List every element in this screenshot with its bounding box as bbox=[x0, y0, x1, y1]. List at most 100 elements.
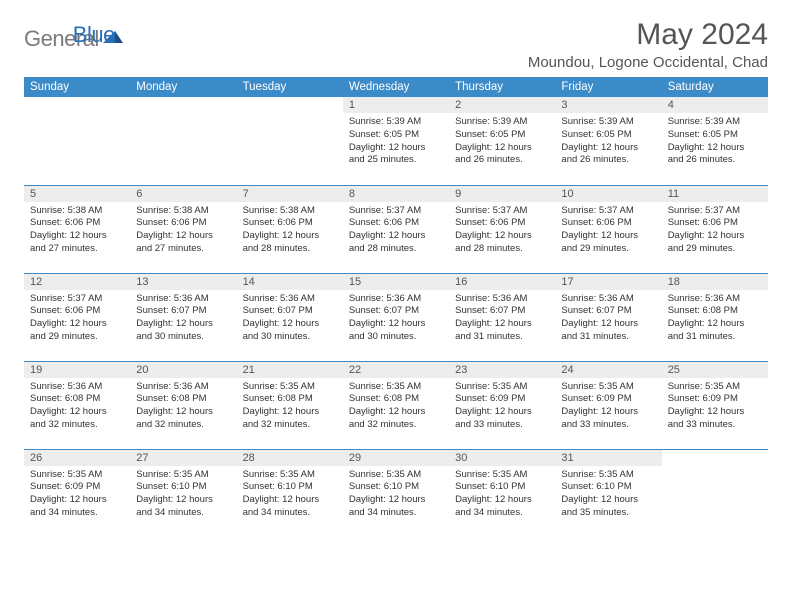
calendar-day-cell: 13Sunrise: 5:36 AMSunset: 6:07 PMDayligh… bbox=[130, 273, 236, 361]
calendar-day-cell: 7Sunrise: 5:38 AMSunset: 6:06 PMDaylight… bbox=[237, 185, 343, 273]
day-number: 27 bbox=[130, 450, 236, 466]
day-number: 6 bbox=[130, 186, 236, 202]
day-details: Sunrise: 5:39 AMSunset: 6:05 PMDaylight:… bbox=[343, 113, 449, 171]
day-number: 25 bbox=[662, 362, 768, 378]
calendar-day-cell: 22Sunrise: 5:35 AMSunset: 6:08 PMDayligh… bbox=[343, 361, 449, 449]
day-number: 18 bbox=[662, 274, 768, 290]
day-details: Sunrise: 5:35 AMSunset: 6:08 PMDaylight:… bbox=[237, 378, 343, 436]
day-number: 29 bbox=[343, 450, 449, 466]
day-number: 8 bbox=[343, 186, 449, 202]
day-details: Sunrise: 5:37 AMSunset: 6:06 PMDaylight:… bbox=[449, 202, 555, 260]
day-details: Sunrise: 5:36 AMSunset: 6:08 PMDaylight:… bbox=[24, 378, 130, 436]
day-number: 28 bbox=[237, 450, 343, 466]
day-header: Thursday bbox=[449, 77, 555, 97]
day-number: 13 bbox=[130, 274, 236, 290]
calendar-table: Sunday Monday Tuesday Wednesday Thursday… bbox=[24, 77, 768, 537]
month-title: May 2024 bbox=[528, 18, 768, 52]
day-details: Sunrise: 5:35 AMSunset: 6:10 PMDaylight:… bbox=[343, 466, 449, 524]
calendar-day-cell: 9Sunrise: 5:37 AMSunset: 6:06 PMDaylight… bbox=[449, 185, 555, 273]
day-number: 30 bbox=[449, 450, 555, 466]
day-details: Sunrise: 5:38 AMSunset: 6:06 PMDaylight:… bbox=[130, 202, 236, 260]
day-details: Sunrise: 5:39 AMSunset: 6:05 PMDaylight:… bbox=[555, 113, 661, 171]
location-text: Moundou, Logone Occidental, Chad bbox=[528, 54, 768, 71]
day-details: Sunrise: 5:35 AMSunset: 6:10 PMDaylight:… bbox=[449, 466, 555, 524]
day-header: Wednesday bbox=[343, 77, 449, 97]
calendar-day-cell: 3Sunrise: 5:39 AMSunset: 6:05 PMDaylight… bbox=[555, 97, 661, 185]
day-number: 23 bbox=[449, 362, 555, 378]
calendar-week-row: 26Sunrise: 5:35 AMSunset: 6:09 PMDayligh… bbox=[24, 449, 768, 537]
day-details: Sunrise: 5:35 AMSunset: 6:09 PMDaylight:… bbox=[449, 378, 555, 436]
calendar-day-cell: 12Sunrise: 5:37 AMSunset: 6:06 PMDayligh… bbox=[24, 273, 130, 361]
calendar-day-cell: 27Sunrise: 5:35 AMSunset: 6:10 PMDayligh… bbox=[130, 449, 236, 537]
day-details: Sunrise: 5:36 AMSunset: 6:07 PMDaylight:… bbox=[130, 290, 236, 348]
day-number: 3 bbox=[555, 97, 661, 113]
day-number: 1 bbox=[343, 97, 449, 113]
day-number: 5 bbox=[24, 186, 130, 202]
day-number: 11 bbox=[662, 186, 768, 202]
day-number: 2 bbox=[449, 97, 555, 113]
day-details: Sunrise: 5:37 AMSunset: 6:06 PMDaylight:… bbox=[343, 202, 449, 260]
calendar-day-cell bbox=[24, 97, 130, 185]
title-block: May 2024 Moundou, Logone Occidental, Cha… bbox=[528, 18, 768, 71]
calendar-day-cell bbox=[130, 97, 236, 185]
calendar-day-cell: 1Sunrise: 5:39 AMSunset: 6:05 PMDaylight… bbox=[343, 97, 449, 185]
day-details: Sunrise: 5:36 AMSunset: 6:07 PMDaylight:… bbox=[237, 290, 343, 348]
day-number: 26 bbox=[24, 450, 130, 466]
day-details: Sunrise: 5:37 AMSunset: 6:06 PMDaylight:… bbox=[24, 290, 130, 348]
calendar-day-cell: 2Sunrise: 5:39 AMSunset: 6:05 PMDaylight… bbox=[449, 97, 555, 185]
calendar-day-cell bbox=[662, 449, 768, 537]
day-number: 14 bbox=[237, 274, 343, 290]
calendar-day-cell: 17Sunrise: 5:36 AMSunset: 6:07 PMDayligh… bbox=[555, 273, 661, 361]
day-details: Sunrise: 5:36 AMSunset: 6:07 PMDaylight:… bbox=[555, 290, 661, 348]
calendar-day-cell: 25Sunrise: 5:35 AMSunset: 6:09 PMDayligh… bbox=[662, 361, 768, 449]
calendar-week-row: 12Sunrise: 5:37 AMSunset: 6:06 PMDayligh… bbox=[24, 273, 768, 361]
calendar-day-cell: 24Sunrise: 5:35 AMSunset: 6:09 PMDayligh… bbox=[555, 361, 661, 449]
calendar-day-cell: 18Sunrise: 5:36 AMSunset: 6:08 PMDayligh… bbox=[662, 273, 768, 361]
day-number: 7 bbox=[237, 186, 343, 202]
calendar-day-cell: 16Sunrise: 5:36 AMSunset: 6:07 PMDayligh… bbox=[449, 273, 555, 361]
day-number: 24 bbox=[555, 362, 661, 378]
day-number: 17 bbox=[555, 274, 661, 290]
calendar-day-cell: 21Sunrise: 5:35 AMSunset: 6:08 PMDayligh… bbox=[237, 361, 343, 449]
calendar-week-row: 19Sunrise: 5:36 AMSunset: 6:08 PMDayligh… bbox=[24, 361, 768, 449]
calendar-day-cell: 11Sunrise: 5:37 AMSunset: 6:06 PMDayligh… bbox=[662, 185, 768, 273]
day-header: Tuesday bbox=[237, 77, 343, 97]
header: General Blue May 2024 Moundou, Logone Oc… bbox=[24, 18, 768, 71]
day-number: 4 bbox=[662, 97, 768, 113]
calendar-week-row: 1Sunrise: 5:39 AMSunset: 6:05 PMDaylight… bbox=[24, 97, 768, 185]
day-number: 20 bbox=[130, 362, 236, 378]
day-number: 16 bbox=[449, 274, 555, 290]
day-header: Saturday bbox=[662, 77, 768, 97]
calendar-day-cell: 28Sunrise: 5:35 AMSunset: 6:10 PMDayligh… bbox=[237, 449, 343, 537]
day-details: Sunrise: 5:35 AMSunset: 6:09 PMDaylight:… bbox=[555, 378, 661, 436]
calendar-day-cell: 10Sunrise: 5:37 AMSunset: 6:06 PMDayligh… bbox=[555, 185, 661, 273]
day-details: Sunrise: 5:37 AMSunset: 6:06 PMDaylight:… bbox=[662, 202, 768, 260]
day-number: 12 bbox=[24, 274, 130, 290]
calendar-day-cell: 5Sunrise: 5:38 AMSunset: 6:06 PMDaylight… bbox=[24, 185, 130, 273]
calendar-week-row: 5Sunrise: 5:38 AMSunset: 6:06 PMDaylight… bbox=[24, 185, 768, 273]
calendar-day-cell: 14Sunrise: 5:36 AMSunset: 6:07 PMDayligh… bbox=[237, 273, 343, 361]
day-details: Sunrise: 5:35 AMSunset: 6:10 PMDaylight:… bbox=[237, 466, 343, 524]
calendar-day-cell: 4Sunrise: 5:39 AMSunset: 6:05 PMDaylight… bbox=[662, 97, 768, 185]
day-header: Sunday bbox=[24, 77, 130, 97]
day-header-row: Sunday Monday Tuesday Wednesday Thursday… bbox=[24, 77, 768, 97]
calendar-day-cell: 20Sunrise: 5:36 AMSunset: 6:08 PMDayligh… bbox=[130, 361, 236, 449]
day-number: 10 bbox=[555, 186, 661, 202]
calendar-day-cell: 30Sunrise: 5:35 AMSunset: 6:10 PMDayligh… bbox=[449, 449, 555, 537]
day-number: 31 bbox=[555, 450, 661, 466]
day-details: Sunrise: 5:35 AMSunset: 6:09 PMDaylight:… bbox=[662, 378, 768, 436]
calendar-day-cell: 23Sunrise: 5:35 AMSunset: 6:09 PMDayligh… bbox=[449, 361, 555, 449]
calendar-day-cell: 29Sunrise: 5:35 AMSunset: 6:10 PMDayligh… bbox=[343, 449, 449, 537]
day-details: Sunrise: 5:35 AMSunset: 6:10 PMDaylight:… bbox=[555, 466, 661, 524]
day-details: Sunrise: 5:36 AMSunset: 6:08 PMDaylight:… bbox=[130, 378, 236, 436]
day-details: Sunrise: 5:35 AMSunset: 6:09 PMDaylight:… bbox=[24, 466, 130, 524]
day-details: Sunrise: 5:36 AMSunset: 6:08 PMDaylight:… bbox=[662, 290, 768, 348]
day-number: 15 bbox=[343, 274, 449, 290]
day-number: 19 bbox=[24, 362, 130, 378]
day-details: Sunrise: 5:39 AMSunset: 6:05 PMDaylight:… bbox=[662, 113, 768, 171]
day-details: Sunrise: 5:35 AMSunset: 6:08 PMDaylight:… bbox=[343, 378, 449, 436]
day-details: Sunrise: 5:36 AMSunset: 6:07 PMDaylight:… bbox=[343, 290, 449, 348]
calendar-day-cell: 31Sunrise: 5:35 AMSunset: 6:10 PMDayligh… bbox=[555, 449, 661, 537]
logo-text-blue: Blue bbox=[73, 22, 115, 48]
day-number: 21 bbox=[237, 362, 343, 378]
